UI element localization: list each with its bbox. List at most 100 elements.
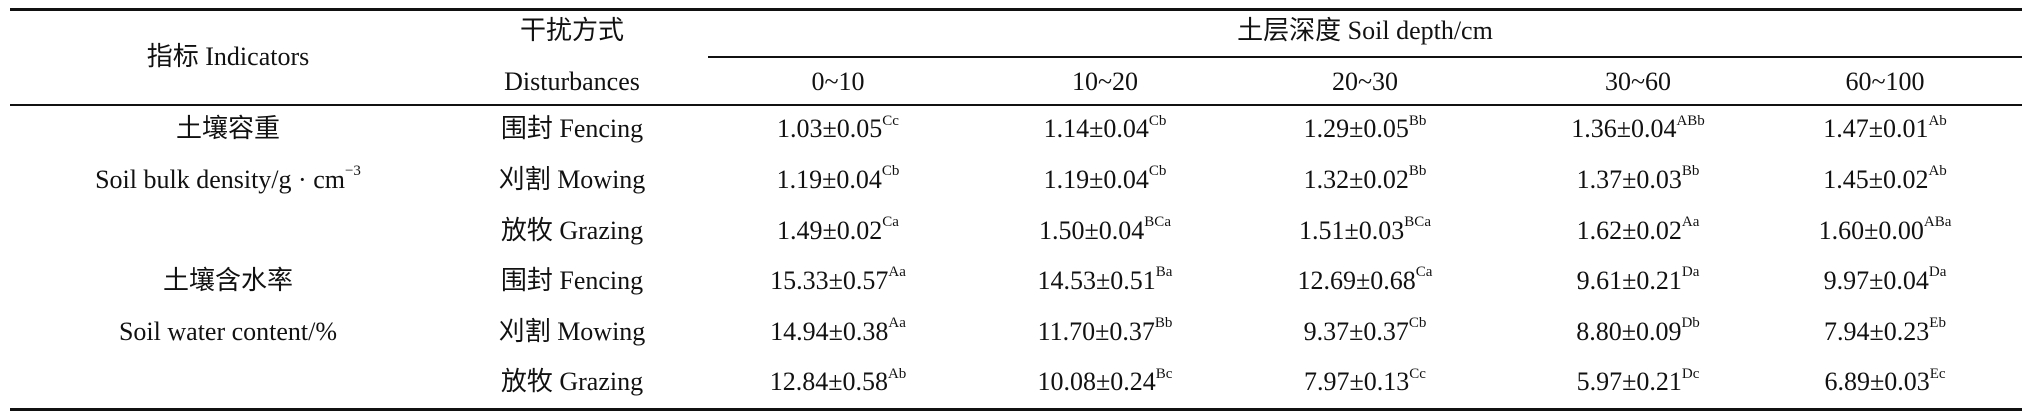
depth-label: 20~30 [1331,67,1399,96]
indicator-name-zh: 土壤含水率 [162,266,294,296]
cell-value: 12.84±0.58 [769,367,888,397]
cell-value: 1.32±0.02 [1303,164,1409,194]
significance-letters: Aa [888,315,906,332]
bottom-rule [10,408,2022,411]
significance-letters: Ab [1928,163,1947,180]
cell-value: 15.33±0.57 [770,266,889,296]
depth-label: 0~10 [811,67,865,96]
cell-value: 1.50±0.04 [1039,215,1145,245]
cell-value: 1.19±0.04 [776,164,882,194]
significance-letters: Cb [1408,315,1427,332]
cell-value: 1.19±0.04 [1043,164,1149,194]
depth-label: 10~20 [1071,67,1139,96]
significance-letters: Da [1681,264,1700,281]
significance-letters: Ec [1929,365,1946,382]
disturbance: 围封 Fencing [500,266,644,296]
indicator-name-zh: 土壤容重 [175,114,281,144]
cell-value: 1.45±0.02 [1823,164,1929,194]
cell: 1.62±0.02Aa [1577,214,1700,248]
disturbance-header-zh: 干扰方式 [519,16,625,45]
significance-letters: Cb [1148,112,1167,129]
significance-letters: BCa [1404,213,1431,230]
cell-value: 7.97±0.13 [1304,367,1410,397]
cell: 12.69±0.68Ca [1298,264,1433,298]
disturbance-header-en: Disturbances [504,67,640,96]
cell-value: 1.49±0.02 [777,215,883,245]
cell-value: 1.14±0.04 [1043,114,1149,144]
top-rule [10,8,2022,11]
significance-letters: Ab [1928,112,1947,129]
cell: 7.97±0.13Cc [1304,365,1426,399]
cell: 1.19±0.04Cb [1044,163,1167,197]
cell-value: 1.36±0.04 [1571,114,1677,144]
cell-value: 1.47±0.01 [1823,114,1929,144]
disturbance: 放牧 Grazing [500,215,644,245]
depth-header: 土层深度 Soil depth/cm [1237,16,1493,45]
cell: 1.47±0.01Ab [1823,112,1947,146]
cell: 1.50±0.04BCa [1039,214,1171,248]
cell-value: 12.69±0.68 [1297,266,1416,296]
cell-value: 10.08±0.24 [1037,367,1156,397]
significance-letters: Dc [1681,365,1700,382]
cell-value: 14.94±0.38 [770,316,889,346]
significance-letters: ABa [1923,213,1952,230]
significance-letters: Ca [882,213,899,230]
significance-letters: ABb [1676,112,1705,129]
cell-value: 5.97±0.21 [1576,367,1682,397]
cell-value: 6.89±0.03 [1824,367,1930,397]
cell-value: 1.03±0.05 [777,114,883,144]
cell: 1.45±0.02Ab [1823,163,1947,197]
cell: 15.33±0.57Aa [770,264,906,298]
cell-value: 9.37±0.37 [1303,316,1409,346]
cell: 1.51±0.03BCa [1299,214,1431,248]
significance-letters: Bb [1408,163,1427,180]
cell: 1.37±0.03Bb [1577,163,1700,197]
significance-letters: Cc [1409,365,1426,382]
significance-letters: Cc [882,112,899,129]
cell-value: 7.94±0.23 [1824,316,1930,346]
cell-value: 1.60±0.00 [1818,215,1924,245]
indicator-unit: Soil water content/% [118,316,338,346]
cell: 5.97±0.21Dc [1577,365,1700,399]
significance-letters: Bb [1681,163,1700,180]
significance-letters: Ba [1155,264,1173,281]
cell: 9.97±0.04Da [1824,264,1947,298]
cell: 9.61±0.21Da [1577,264,1700,298]
cell-value: 1.51±0.03 [1299,215,1405,245]
significance-letters: BCa [1144,213,1171,230]
cell-value: 9.97±0.04 [1823,266,1929,296]
cell: 1.32±0.02Bb [1304,163,1427,197]
header-rule [10,104,2022,106]
indicator-name-en: Soil water content/% [119,315,337,349]
cell: 14.53±0.51Ba [1038,264,1173,298]
significance-letters: Bb [1408,112,1427,129]
cell: 1.49±0.02Ca [777,214,899,248]
cell-value: 14.53±0.51 [1037,266,1156,296]
significance-letters: Ab [887,365,907,382]
disturbance: 放牧 Grazing [500,367,644,397]
cell: 1.29±0.05Bb [1304,112,1427,146]
cell-value: 1.29±0.05 [1303,114,1409,144]
indicator-name-en: Soil bulk density/g · cm−3 [95,163,361,197]
significance-letters: Ca [1415,264,1433,281]
disturbance: 围封 Fencing [500,114,644,144]
unit-exponent: −3 [344,163,361,180]
cell: 6.89±0.03Ec [1824,365,1945,399]
cell: 1.14±0.04Cb [1044,112,1167,146]
significance-letters: Da [1928,264,1947,281]
span-rule [708,56,2022,58]
disturbance: 刈割 Mowing [498,316,646,346]
cell: 14.94±0.38Aa [770,315,906,349]
significance-letters: Aa [1681,213,1700,230]
cell: 1.36±0.04ABb [1571,112,1705,146]
cell: 12.84±0.58Ab [770,365,907,399]
cell-value: 11.70±0.37 [1037,316,1155,346]
cell: 1.60±0.00ABa [1819,214,1952,248]
cell-value: 1.37±0.03 [1576,164,1682,194]
significance-letters: Bb [1154,315,1173,332]
significance-letters: Cb [881,163,900,180]
depth-label: 30~60 [1604,67,1672,96]
depth-label: 60~100 [1845,67,1925,96]
significance-letters: Aa [888,264,906,281]
